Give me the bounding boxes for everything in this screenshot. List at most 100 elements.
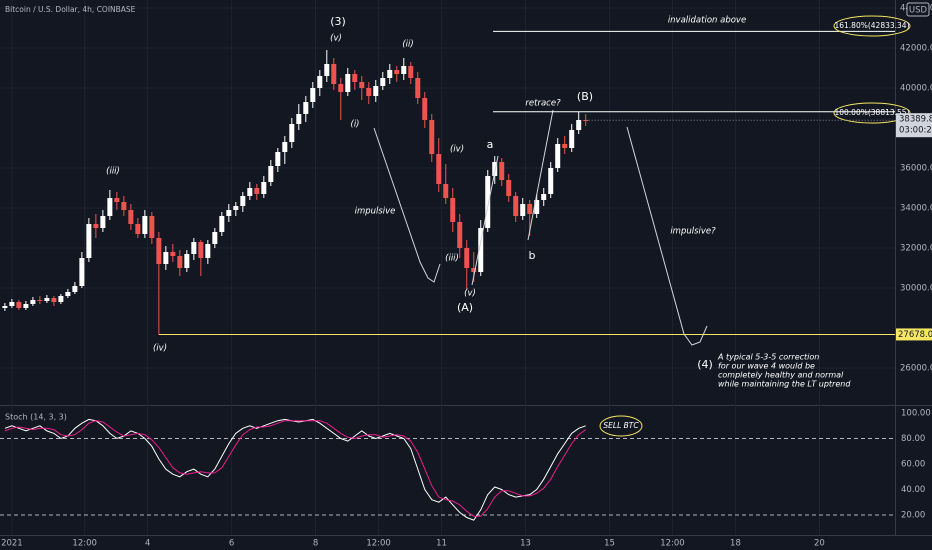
candle-body bbox=[569, 130, 575, 148]
annotation: (iv) bbox=[153, 344, 167, 354]
candle-body bbox=[177, 256, 183, 268]
overlay bbox=[373, 109, 708, 346]
candle-body bbox=[415, 78, 421, 98]
candle-body bbox=[317, 76, 323, 88]
candle-body bbox=[107, 198, 113, 216]
candle-body bbox=[331, 64, 337, 84]
y-tick-label: 36000.00 bbox=[900, 164, 932, 174]
x-tick-label: 12:00 bbox=[72, 539, 97, 549]
stoch-tick-label: 60.00 bbox=[901, 460, 925, 470]
candle-body bbox=[373, 86, 379, 96]
candle-body bbox=[394, 70, 400, 74]
candle-body bbox=[233, 206, 239, 210]
x-tick-label: 20 bbox=[814, 539, 825, 549]
candle-body bbox=[422, 98, 428, 120]
candle-body bbox=[506, 180, 512, 196]
candle-body bbox=[401, 66, 407, 74]
candle-body bbox=[240, 196, 246, 206]
candle-body bbox=[142, 216, 148, 234]
x-tick-label: 4 bbox=[145, 539, 150, 549]
annotation: (B) bbox=[577, 90, 593, 103]
note-line: while maintaining the LT uptrend bbox=[718, 380, 851, 389]
support-badge bbox=[896, 328, 932, 341]
candle-body bbox=[156, 238, 162, 264]
annotation: (4) bbox=[697, 358, 713, 371]
candle-body bbox=[30, 300, 36, 304]
marks bbox=[2, 50, 589, 521]
arrow-a bbox=[471, 155, 499, 286]
candle-body bbox=[9, 302, 15, 306]
candle-body bbox=[100, 216, 106, 228]
x-tick-label: 13 bbox=[520, 539, 531, 549]
candle-body bbox=[37, 300, 43, 301]
candle-body bbox=[163, 252, 169, 264]
stoch-tick-label: 80.00 bbox=[901, 434, 925, 444]
currency-badge bbox=[906, 2, 930, 17]
candle-body bbox=[268, 166, 274, 182]
candle-body bbox=[289, 124, 295, 142]
candle-body bbox=[534, 200, 540, 214]
candle-body bbox=[261, 182, 267, 194]
annotation: impulsive? bbox=[670, 227, 716, 237]
x-tick-label: 11 bbox=[436, 539, 447, 549]
countdown: 03:00:26 bbox=[899, 126, 932, 136]
candle-body bbox=[282, 142, 288, 152]
candle-body bbox=[44, 298, 50, 301]
annotation: (v) bbox=[464, 289, 476, 299]
callout-ellipse bbox=[599, 415, 643, 437]
candle-body bbox=[310, 88, 316, 102]
candle-body bbox=[548, 168, 554, 194]
annotation: b bbox=[529, 249, 536, 262]
candle-body bbox=[338, 84, 344, 92]
stoch-title: Stoch (14, 3, 3) bbox=[5, 413, 67, 422]
candle-body bbox=[86, 224, 92, 258]
candle-body bbox=[562, 144, 568, 148]
candle-body bbox=[387, 70, 393, 78]
candle-body bbox=[79, 258, 85, 286]
candle-body bbox=[184, 254, 190, 268]
level-label: 161.80%(42833.34) bbox=[834, 21, 909, 30]
candle-body bbox=[114, 198, 120, 202]
y-tick-label: 26000.00 bbox=[900, 364, 932, 374]
candle-body bbox=[366, 88, 372, 96]
candle-body bbox=[247, 188, 253, 196]
candle-body bbox=[23, 304, 29, 308]
candle-body bbox=[555, 144, 561, 168]
candle-body bbox=[345, 74, 351, 92]
candle-body bbox=[226, 210, 232, 216]
candle-body bbox=[212, 232, 218, 244]
arrow-retrace bbox=[527, 109, 554, 241]
candle-body bbox=[527, 204, 533, 214]
y-tick-label: 34000.00 bbox=[900, 204, 932, 214]
candle-body bbox=[2, 306, 8, 308]
candle-body bbox=[499, 162, 505, 180]
candle-body bbox=[520, 204, 526, 216]
candle-body bbox=[429, 120, 435, 154]
candle-body bbox=[93, 224, 99, 228]
annotation: (3) bbox=[330, 15, 346, 28]
candle-body bbox=[135, 224, 141, 234]
stoch-tick-label: 20.00 bbox=[901, 510, 925, 520]
candle-body bbox=[541, 194, 547, 200]
candle-body bbox=[219, 216, 225, 232]
x-tick-label: 8 bbox=[313, 539, 318, 549]
candle-body bbox=[408, 66, 414, 78]
x-tick-label: 6 bbox=[229, 539, 234, 549]
candle-body bbox=[198, 242, 204, 258]
note-line: A typical 5-3-5 correction bbox=[717, 353, 819, 362]
candle-body bbox=[303, 102, 309, 114]
last-price-badge bbox=[896, 113, 932, 138]
level-ellipse bbox=[833, 102, 911, 124]
candle-body bbox=[191, 242, 197, 254]
candle-body bbox=[128, 210, 134, 224]
candle-body bbox=[51, 298, 57, 302]
candle-body bbox=[464, 248, 470, 268]
candle-body bbox=[513, 196, 519, 216]
level-ellipse bbox=[833, 15, 911, 37]
stoch-line bbox=[4, 420, 586, 517]
candle-body bbox=[443, 184, 449, 198]
candle-body bbox=[450, 198, 456, 222]
candle-body bbox=[492, 162, 498, 176]
annotation: (ii) bbox=[402, 40, 413, 50]
